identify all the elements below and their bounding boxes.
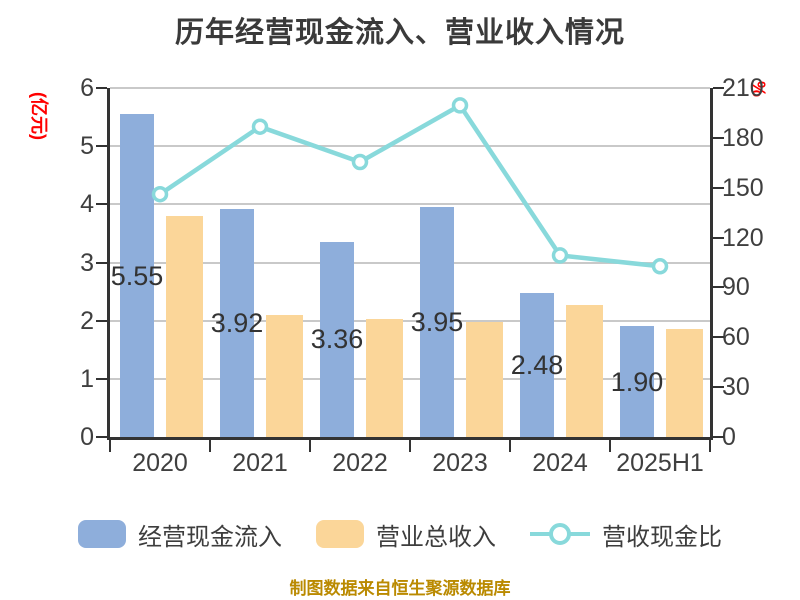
left-tick-label-3: 3: [80, 248, 94, 277]
x-axis-tick: [309, 440, 311, 452]
x-axis-label-2022: 2022: [332, 449, 388, 477]
x-axis-line: [107, 437, 713, 440]
right-tick-label-30: 30: [722, 373, 750, 402]
right-tick-label-120: 120: [722, 223, 764, 252]
bar-value-label-2024: 2.48: [510, 349, 564, 380]
ratio-line-series: [151, 97, 669, 275]
revenue-bar-2024: [566, 304, 603, 437]
legend-bar-swatch-orange-icon: [316, 520, 364, 548]
right-axis-tick: [713, 186, 724, 189]
legend-item-revenue: 营业总收入: [316, 517, 496, 552]
right-axis-line: [710, 88, 713, 440]
right-axis-tick: [713, 336, 724, 339]
left-axis-tick: [96, 261, 107, 264]
x-axis-tick: [709, 440, 711, 452]
ratio-line: [158, 102, 661, 269]
legend-label-ratio: 营收现金比: [602, 523, 722, 551]
right-axis-tick: [713, 286, 724, 289]
gridline: [110, 203, 710, 206]
legend-label-revenue: 营业总收入: [376, 523, 496, 551]
revenue-bar-2025H1: [666, 329, 703, 437]
plot-area: 5.55 3.92 3.36 3.95 2.48 1.90 2020 2021 2022 202…: [110, 87, 710, 477]
cash-inflow-bar-2025H1: [620, 326, 654, 437]
ratio-marker-2021: [251, 118, 269, 135]
left-axis-tick: [96, 145, 107, 148]
data-source-note: 制图数据来自恒生聚源数据库: [289, 579, 511, 598]
bar-value-label-2025H1: 1.90: [610, 366, 664, 397]
left-tick-label-1: 1: [80, 364, 94, 393]
left-axis-tick: [96, 436, 107, 438]
ratio-marker-2025H1: [651, 258, 669, 275]
ratio-marker-2020: [151, 185, 169, 203]
x-axis-tick: [609, 440, 611, 452]
x-axis-label-2024: 2024: [532, 449, 588, 477]
revenue-bar-2022: [366, 318, 403, 437]
left-tick-label-4: 4: [80, 190, 94, 219]
revenue-bar-2023: [466, 321, 503, 437]
legend-line-marker-icon: [549, 523, 571, 545]
cash-inflow-bar-2023: [420, 207, 454, 437]
right-tick-label-150: 150: [722, 173, 764, 202]
legend-bar-swatch-blue-icon: [78, 520, 126, 548]
cash-inflow-bar-2021: [220, 208, 254, 437]
ratio-marker-2024: [551, 247, 569, 264]
right-tick-label-60: 60: [722, 323, 750, 352]
right-tick-label-0: 0: [722, 423, 736, 451]
gridline: [110, 87, 710, 89]
gridline: [110, 377, 710, 380]
cash-inflow-bar-2020: [120, 114, 154, 437]
x-axis-label-2020: 2020: [132, 449, 188, 477]
left-tick-label-5: 5: [80, 132, 94, 161]
gridline: [110, 261, 710, 264]
right-axis-tick: [713, 436, 724, 438]
cash-inflow-bar-2024: [520, 292, 554, 437]
left-axis-tick: [96, 203, 107, 206]
revenue-bar-2020: [166, 215, 203, 437]
x-axis-label-2023: 2023: [432, 449, 488, 477]
ratio-marker-2022: [351, 153, 369, 171]
left-tick-label-2: 2: [80, 306, 94, 335]
x-axis-tick: [509, 440, 511, 452]
left-axis-tick: [96, 377, 107, 380]
bar-value-label-2020: 5.55: [110, 260, 164, 291]
right-tick-label-180: 180: [722, 123, 764, 152]
right-axis-tick: [713, 236, 724, 239]
gridline: [110, 319, 710, 322]
revenue-bar-2021: [266, 314, 303, 437]
left-tick-label-6: 6: [80, 74, 94, 102]
legend-line-swatch-icon: [530, 523, 590, 545]
left-axis-tick: [96, 87, 107, 89]
x-axis-tick: [109, 440, 111, 452]
chart-title: 历年经营现金流入、营业收入情况: [174, 17, 625, 49]
legend: 经营现金流入 营业总收入 营收现金比: [0, 517, 800, 552]
right-tick-label-90: 90: [722, 273, 750, 302]
bar-value-label-2021: 3.92: [210, 307, 264, 338]
left-axis-line: [107, 88, 110, 440]
legend-label-cash-inflow: 经营现金流入: [138, 523, 282, 551]
left-tick-label-0: 0: [80, 423, 94, 451]
gridline: [110, 145, 710, 148]
x-axis-label-2025H1: 2025H1: [616, 449, 704, 477]
cash-inflow-bar-2022: [320, 241, 354, 437]
bar-value-label-2022: 3.36: [310, 324, 364, 355]
right-tick-label-210: 210: [722, 74, 764, 102]
right-axis-tick: [713, 386, 724, 389]
legend-item-cash-inflow: 经营现金流入: [78, 517, 282, 552]
x-axis-tick: [409, 440, 411, 452]
x-axis-tick: [209, 440, 211, 452]
right-axis-tick: [713, 87, 724, 89]
left-axis-tick: [96, 319, 107, 322]
right-axis-tick: [713, 136, 724, 139]
bar-value-label-2023: 3.95: [410, 307, 464, 338]
x-axis-label-2021: 2021: [232, 449, 288, 477]
ratio-marker-2023: [451, 97, 469, 114]
legend-item-ratio: 营收现金比: [530, 517, 722, 552]
